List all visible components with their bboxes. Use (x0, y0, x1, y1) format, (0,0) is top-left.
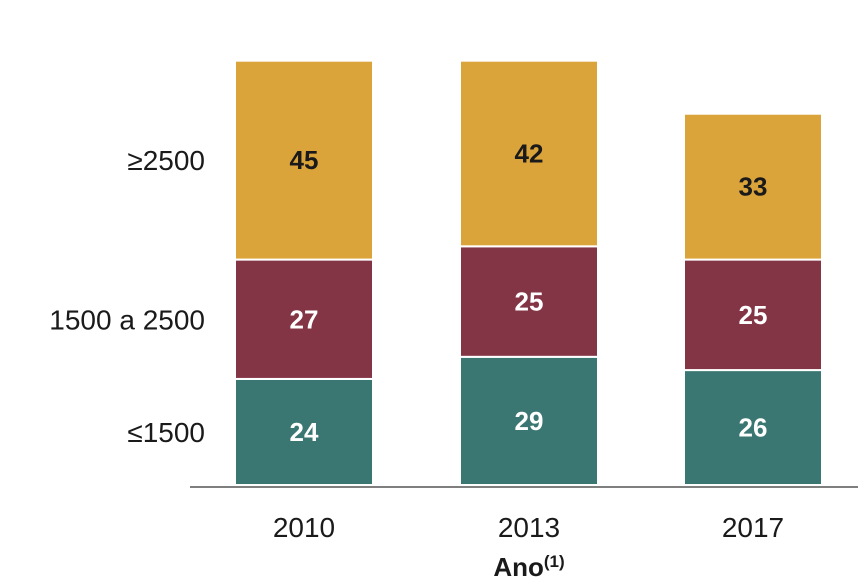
bar-2010-series-0 (234, 377, 374, 487)
value-label-2010-series-0: 24 (290, 417, 319, 447)
bar-2010-series-1 (234, 258, 374, 380)
value-label-2017-series-2: 33 (739, 172, 768, 202)
value-label-2010-series-2: 45 (290, 145, 319, 175)
value-label-2013-series-2: 42 (515, 139, 544, 169)
bar-2013-series-0 (459, 355, 599, 486)
value-labels-layer: 24 27 45 29 25 42 26 25 33 (290, 139, 768, 447)
bar-2017-series-2 (683, 112, 823, 261)
value-label-2017-series-1: 25 (739, 300, 768, 330)
value-label-2010-series-1: 27 (290, 304, 319, 334)
x-tick-labels-layer: 2010 2013 2017 (273, 512, 784, 543)
bar-2017-series-0 (683, 369, 823, 486)
x-axis-title: Ano(1) (493, 552, 564, 582)
series-label-2: ≥2500 (127, 145, 205, 176)
series-label-0: ≤1500 (127, 417, 205, 448)
x-axis-title-text: Ano (493, 552, 544, 582)
value-label-2017-series-0: 26 (739, 413, 768, 443)
series-label-1: 1500 a 2500 (49, 304, 205, 335)
bar-2013-series-2 (459, 59, 599, 248)
bar-2017-series-1 (683, 258, 823, 372)
bar-2013-series-1 (459, 245, 599, 358)
value-label-2013-series-1: 25 (515, 287, 544, 317)
bar-2010-series-2 (234, 59, 374, 261)
x-axis-title-superscript: (1) (544, 552, 565, 571)
x-tick-label-2017: 2017 (722, 512, 784, 543)
x-tick-label-2010: 2010 (273, 512, 335, 543)
value-label-2013-series-0: 29 (515, 406, 544, 436)
bars-layer (234, 59, 823, 487)
x-tick-label-2013: 2013 (498, 512, 560, 543)
series-labels-layer: ≤1500 1500 a 2500 ≥2500 (49, 145, 205, 448)
